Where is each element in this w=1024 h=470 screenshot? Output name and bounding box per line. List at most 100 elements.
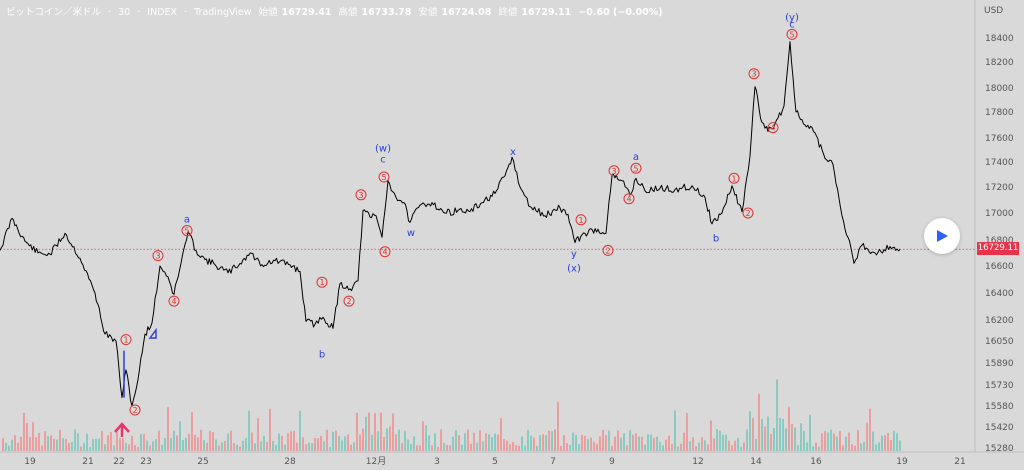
- wave-number-label: 5: [633, 164, 638, 173]
- volume-bar: [86, 433, 88, 451]
- y-tick-label: 17600: [985, 134, 1014, 144]
- volume-bar: [794, 427, 796, 451]
- volume-bar: [734, 440, 736, 451]
- y-tick-label: 16200: [985, 316, 1014, 326]
- volume-bar: [284, 444, 286, 451]
- volume-bar: [257, 418, 259, 451]
- volume-bar: [446, 444, 448, 451]
- wave-number-circle: [630, 162, 642, 174]
- volume-bar: [569, 444, 571, 451]
- volume-bar: [50, 435, 52, 451]
- volume-bar: [782, 418, 784, 451]
- high-value: 16733.78: [361, 7, 412, 18]
- close-label: 終値: [498, 7, 518, 18]
- volume-bar: [716, 429, 718, 451]
- wave-number-circle: [608, 165, 620, 177]
- volume-bar: [395, 434, 397, 451]
- volume-bar: [449, 445, 451, 451]
- triangle-mark: [148, 327, 157, 339]
- volume-bar: [893, 430, 895, 451]
- volume-bar: [344, 436, 346, 451]
- volume-bar: [845, 436, 847, 451]
- volume-bar: [353, 442, 355, 451]
- volume-bar: [899, 440, 901, 451]
- volume-bar: [380, 412, 382, 451]
- volume-bar: [746, 429, 748, 451]
- close-value: 16729.11: [521, 7, 572, 18]
- y-tick-label: 16050: [985, 337, 1014, 347]
- volume-bar: [422, 421, 424, 451]
- volume-bar: [44, 431, 46, 451]
- chart-header: ビットコイン／米ドル · 30 · INDEX · TradingView 始値…: [6, 7, 663, 18]
- volume-bar: [557, 401, 559, 451]
- wave-letter-label: b: [713, 233, 719, 244]
- volume-bar: [248, 410, 250, 451]
- wave-letter-label: (y): [785, 12, 799, 23]
- volume-bar: [761, 418, 763, 451]
- wave-letter-label: c: [380, 154, 386, 165]
- volume-bar: [560, 445, 562, 451]
- volume-bar: [668, 435, 670, 451]
- volume-bar: [128, 444, 130, 451]
- volume-bar: [254, 443, 256, 451]
- y-tick-label: 16400: [985, 289, 1014, 299]
- volume-bar: [374, 413, 376, 451]
- volume-bar: [53, 438, 55, 451]
- volume-bar: [65, 438, 67, 451]
- volume-bar: [869, 408, 871, 451]
- volume-bar: [743, 442, 745, 451]
- volume-bar: [485, 433, 487, 451]
- replay-play-button[interactable]: [924, 218, 960, 254]
- currency-label: USD: [984, 6, 1004, 16]
- volume-bar: [881, 435, 883, 451]
- volume-bar: [218, 445, 220, 451]
- volume-bar: [17, 442, 19, 451]
- wave-number-circle: [728, 172, 740, 184]
- x-tick-label: 9: [609, 457, 615, 467]
- x-tick-label: 28: [284, 457, 296, 467]
- volume-bar: [749, 411, 751, 451]
- volume-bar: [266, 442, 268, 451]
- volume-bar: [683, 432, 685, 451]
- volume-bar: [455, 429, 457, 451]
- volume-bar: [614, 436, 616, 451]
- volume-bar: [857, 430, 859, 451]
- volume-bar: [230, 430, 232, 451]
- volume-bar: [629, 430, 631, 451]
- volume-bar: [77, 433, 79, 451]
- volume-bar: [854, 445, 856, 451]
- volume-bar: [818, 446, 820, 451]
- volume-bar: [371, 434, 373, 451]
- volume-bar: [830, 429, 832, 451]
- volume-bar: [587, 439, 589, 451]
- volume-bar: [425, 425, 427, 451]
- volume-bar: [707, 444, 709, 451]
- interval[interactable]: 30: [118, 7, 131, 18]
- volume-bar: [497, 434, 499, 451]
- volume-bar: [641, 436, 643, 451]
- wave-number-label: 4: [626, 195, 631, 204]
- play-icon: [937, 230, 948, 242]
- volume-bar: [323, 441, 325, 451]
- volume-bar: [503, 439, 505, 451]
- volume-bar: [659, 441, 661, 451]
- y-tick-label: 16600: [985, 262, 1014, 272]
- volume-bar: [755, 438, 757, 451]
- volume-bar: [722, 434, 724, 451]
- volume-bar: [656, 436, 658, 451]
- symbol-name[interactable]: ビットコイン／米ドル: [6, 7, 102, 18]
- wave-number-circle: [181, 225, 193, 237]
- volume-bar: [311, 443, 313, 451]
- volume-bar: [866, 422, 868, 451]
- y-tick-label: 17400: [985, 158, 1014, 168]
- wave-number-circle: [767, 122, 779, 134]
- volume-bar: [848, 432, 850, 451]
- volume-bar: [680, 443, 682, 451]
- volume-bar: [251, 432, 253, 451]
- volume-bar: [863, 442, 865, 451]
- y-tick-label: 15730: [985, 381, 1014, 391]
- volume-bar: [347, 434, 349, 451]
- volume-bar: [824, 431, 826, 451]
